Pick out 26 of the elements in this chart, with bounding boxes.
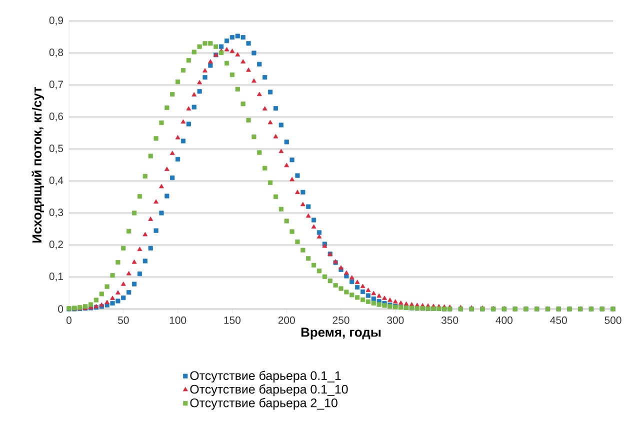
y-tick-label: 0,7 <box>49 80 63 90</box>
x-tick-label: 250 <box>332 316 350 324</box>
x-axis-title: Время, годы <box>301 328 381 340</box>
y-tick-label: 0 <box>58 305 64 313</box>
x-tick-label: 50 <box>118 316 129 324</box>
y-tick-label: 0,9 <box>49 16 63 26</box>
x-tick-label: 450 <box>550 316 567 324</box>
y-tick-label: 0,4 <box>49 176 64 186</box>
x-tick-label: 350 <box>441 316 458 324</box>
y-tick-label: 0,3 <box>49 208 64 218</box>
y-axis-title: Исходящий поток, кг/сут <box>32 86 44 243</box>
x-tick-label: 300 <box>387 316 404 324</box>
x-tick-label: 400 <box>496 316 513 324</box>
x-tick-label: 0 <box>66 316 72 324</box>
y-tick-label: 0,2 <box>49 240 63 250</box>
legend-label: Отсутствие барьера 0.1_1 <box>190 370 341 382</box>
x-tick-label: 200 <box>278 316 295 324</box>
x-tick-label: 500 <box>604 316 622 324</box>
y-tick-label: 0,8 <box>49 48 64 58</box>
legend-label: Отсутствие барьера 2_10 <box>190 398 338 410</box>
legend-label: Отсутствие барьера 0.1_10 <box>190 384 348 396</box>
y-tick-label: 0,6 <box>49 112 64 122</box>
y-tick-label: 0,1 <box>49 272 63 282</box>
y-tick-label: 0,5 <box>49 144 64 154</box>
x-tick-label: 150 <box>224 316 241 324</box>
x-tick-label: 100 <box>170 316 186 324</box>
